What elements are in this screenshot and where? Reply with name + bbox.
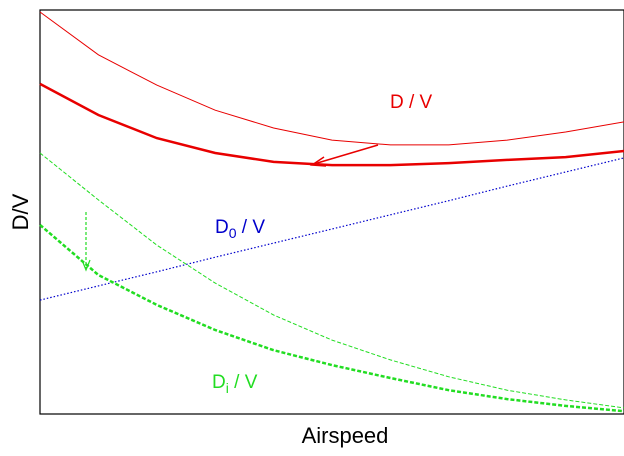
- annotation: D0 / V: [215, 217, 265, 241]
- x-axis-label: Airspeed: [302, 423, 389, 448]
- plot-frame: [39, 9, 624, 415]
- arrow: [313, 144, 379, 165]
- y-axis-label: D/V: [8, 193, 33, 230]
- arrow-head: [309, 156, 327, 167]
- arrow-head: [81, 259, 91, 272]
- line: [39, 223, 624, 413]
- line: [39, 157, 624, 301]
- line: [39, 152, 624, 409]
- line: [39, 82, 624, 167]
- annotation: Di / V: [212, 372, 258, 396]
- line: [39, 11, 624, 146]
- annotation: D / V: [390, 92, 433, 113]
- marks: [39, 11, 624, 413]
